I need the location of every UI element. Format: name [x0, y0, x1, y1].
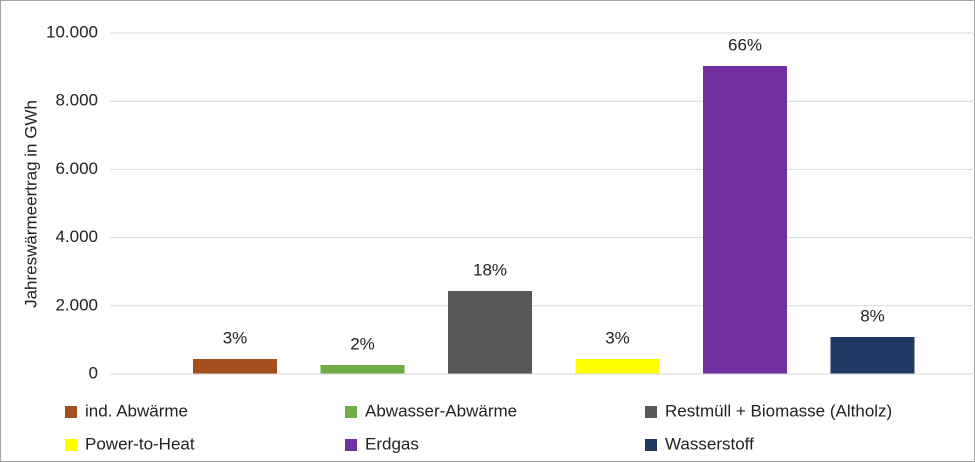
y-tick-label: 4.000: [55, 227, 98, 246]
legend-swatch: [65, 439, 77, 451]
bar: [448, 291, 532, 374]
bar: [830, 337, 915, 374]
legend-label: Erdgas: [365, 434, 419, 453]
legend-swatch: [345, 406, 357, 418]
data-label: 8%: [860, 306, 885, 325]
bar: [193, 358, 277, 374]
legend-label: ind. Abwärme: [85, 401, 188, 420]
data-label: 3%: [605, 328, 630, 347]
legend-label: Power-to-Heat: [85, 434, 195, 453]
y-tick-label: 10.000: [46, 22, 98, 41]
data-label: 18%: [473, 260, 507, 279]
legend-swatch: [65, 406, 77, 418]
bar: [320, 364, 405, 374]
y-tick-label: 2.000: [55, 295, 98, 314]
legend-swatch: [345, 439, 357, 451]
y-tick-label: 8.000: [55, 91, 98, 110]
data-label: 3%: [223, 328, 248, 347]
bar: [575, 358, 660, 374]
legend-swatch: [645, 406, 657, 418]
data-label: 2%: [350, 334, 375, 353]
legend-swatch: [645, 439, 657, 451]
bar: [703, 66, 787, 375]
y-tick-label: 6.000: [55, 159, 98, 178]
y-tick-label: 0: [89, 363, 98, 382]
y-axis-label: Jahreswärmeertrag in GWh: [21, 100, 40, 308]
legend-label: Abwasser-Abwärme: [365, 401, 517, 420]
data-label: 66%: [728, 35, 762, 54]
legend-label: Restmüll + Biomasse (Altholz): [665, 401, 892, 420]
legend-label: Wasserstoff: [665, 434, 754, 453]
